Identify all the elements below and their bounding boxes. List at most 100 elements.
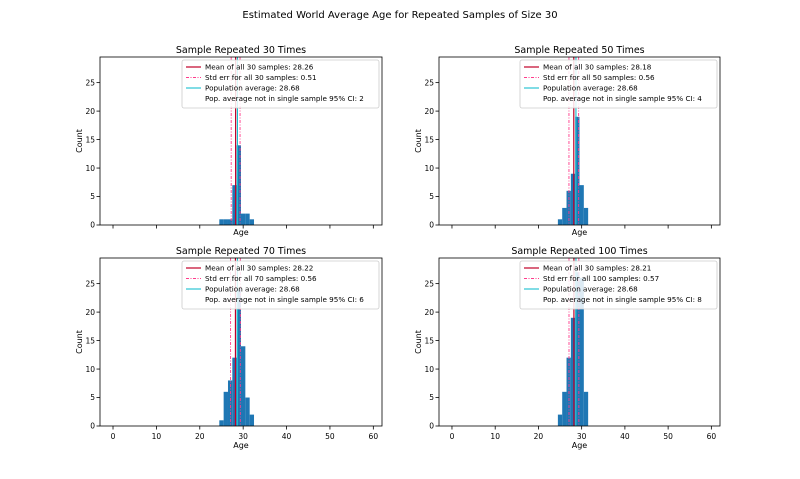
y-tick-label: 10 <box>424 365 434 374</box>
x-tick-label: 30 <box>238 432 248 441</box>
y-tick-label: 10 <box>424 164 434 173</box>
histogram-bar <box>227 219 233 225</box>
histogram-bar <box>579 185 584 225</box>
x-tick-label: 0 <box>450 432 455 441</box>
y-tick-label: 15 <box>85 336 95 345</box>
histogram-bar <box>570 173 576 225</box>
panel-1: 0 5 10 15 20 25 Age Count Sample Repeated 30 Tim… <box>75 45 383 237</box>
histogram-bar <box>236 289 241 426</box>
y-tick-label: 0 <box>429 422 434 431</box>
x-axis-label: Age <box>572 441 588 450</box>
y-tick-label: 0 <box>90 221 95 230</box>
histogram-bar <box>566 190 571 225</box>
y-tick-label: 5 <box>90 393 95 402</box>
histogram-bar <box>232 185 237 225</box>
x-axis-label: Age <box>233 441 249 450</box>
x-tick-label: 50 <box>325 432 335 441</box>
y-tick-label: 5 <box>90 192 95 201</box>
y-tick-label: 5 <box>429 393 434 402</box>
x-tick-label: 60 <box>369 432 379 441</box>
histogram-bar <box>245 397 250 426</box>
histogram-bar <box>557 414 563 426</box>
axes-frame <box>99 257 383 427</box>
legend-entry-outside: Pop. average not in single sample 95% CI… <box>205 94 364 103</box>
x-tick-label: 0 <box>111 432 116 441</box>
histogram-bar <box>562 207 567 225</box>
y-tick-label: 25 <box>424 78 434 87</box>
histogram-bar <box>575 116 580 225</box>
x-tick-label: 40 <box>620 432 630 441</box>
legend-entry-population: Population average: 28.68 <box>543 84 638 93</box>
histogram-bar <box>557 219 563 225</box>
y-tick-label: 25 <box>85 279 95 288</box>
histogram-bar <box>575 272 580 426</box>
axes-frame <box>438 257 721 427</box>
histogram-bar <box>583 207 589 225</box>
legend-entry-outside: Pop. average not in single sample 95% CI… <box>543 295 702 304</box>
y-axis-label: Count <box>75 330 84 354</box>
legend-entry-mean: Mean of all 30 samples: 28.22 <box>205 264 313 273</box>
y-tick-label: 10 <box>85 164 95 173</box>
legend-entry-mean: Mean of all 30 samples: 28.18 <box>543 63 652 72</box>
y-tick-label: 25 <box>424 279 434 288</box>
y-tick-label: 20 <box>85 107 95 116</box>
legend-entry-outside: Pop. average not in single sample 95% CI… <box>543 94 702 103</box>
histogram-bar <box>236 145 241 225</box>
y-axis-label: Count <box>414 129 423 153</box>
legend-entry-stderr: Std err for all 70 samples: 0.56 <box>205 274 317 283</box>
y-tick-label: 0 <box>429 221 434 230</box>
legend-entry-stderr: Std err for all 30 samples: 0.51 <box>205 73 317 82</box>
legend-entry-population: Population average: 28.68 <box>205 84 300 93</box>
histogram-bar <box>241 213 246 225</box>
y-tick-label: 0 <box>90 422 95 431</box>
y-tick-label: 15 <box>424 135 434 144</box>
histogram-bar <box>583 391 589 426</box>
histogram-bar <box>223 391 228 426</box>
y-tick-label: 20 <box>424 308 434 317</box>
panel-title: Sample Repeated 70 Times <box>176 246 306 257</box>
legend-box <box>181 59 380 109</box>
y-axis-label: Count <box>414 330 423 354</box>
panel-2: 0 5 10 15 20 25 Age Count Sample Repeated 50 Tim… <box>414 45 721 237</box>
histogram-bar <box>249 219 255 225</box>
legend-entry-mean: Mean of all 30 samples: 28.26 <box>205 63 314 72</box>
legend-box <box>181 260 380 310</box>
axes-frame <box>438 56 721 226</box>
legend-box <box>519 260 718 310</box>
legend-box <box>519 59 718 109</box>
x-tick-label: 20 <box>195 432 205 441</box>
panel-title: Sample Repeated 30 Times <box>176 45 306 56</box>
legend-entry-population: Population average: 28.68 <box>205 285 300 294</box>
histogram-bar <box>579 277 584 426</box>
x-tick-label: 20 <box>534 432 544 441</box>
x-tick-label: 30 <box>577 432 587 441</box>
histogram-bar <box>562 391 567 426</box>
histogram-bar <box>219 219 224 225</box>
y-tick-label: 25 <box>85 78 95 87</box>
y-tick-label: 10 <box>85 365 95 374</box>
x-axis-label: Age <box>572 228 588 237</box>
histogram-bar <box>249 414 255 426</box>
x-tick-label: 10 <box>490 432 500 441</box>
histogram-bar <box>570 317 576 426</box>
legend-entry-population: Population average: 28.68 <box>543 285 638 294</box>
panel-3: 0 10 20 30 40 50 60 0 5 10 15 20 25 Age Count Sample Re… <box>75 246 383 450</box>
y-tick-label: 5 <box>429 192 434 201</box>
x-tick-label: 10 <box>152 432 162 441</box>
histogram-bar <box>219 420 224 426</box>
histogram-bar <box>241 346 246 426</box>
x-tick-label: 60 <box>707 432 717 441</box>
y-axis-label: Count <box>75 129 84 153</box>
legend-entry-outside: Pop. average not in single sample 95% CI… <box>205 295 364 304</box>
y-tick-label: 15 <box>424 336 434 345</box>
histogram-bar <box>232 357 237 426</box>
y-tick-label: 20 <box>85 308 95 317</box>
panel-title: Sample Repeated 100 Times <box>511 246 647 257</box>
y-tick-label: 20 <box>424 107 434 116</box>
legend-entry-stderr: Std err for all 50 samples: 0.56 <box>543 73 655 82</box>
